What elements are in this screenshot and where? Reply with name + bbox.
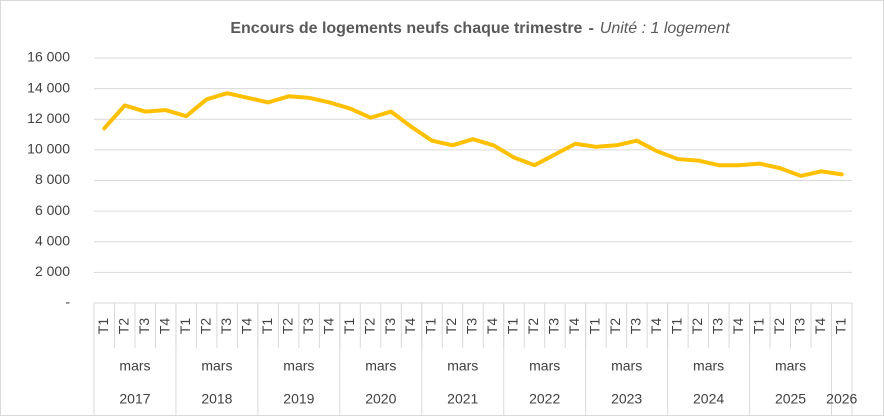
x-tick-label: T2	[361, 318, 377, 335]
x-month-label: mars	[283, 358, 314, 374]
y-tick-label: -	[65, 294, 70, 310]
x-tick-label: T1	[341, 318, 357, 335]
x-tick-label: T4	[402, 318, 418, 335]
x-tick-label: T4	[566, 318, 582, 335]
x-tick-label: T3	[382, 318, 398, 335]
x-tick-label: T1	[423, 318, 439, 335]
x-tick-label: T3	[628, 318, 644, 335]
x-year-label: 2017	[119, 391, 150, 407]
x-month-label: mars	[447, 358, 478, 374]
y-tick-label: 12 000	[27, 110, 70, 126]
x-tick-label: T4	[812, 318, 828, 335]
x-tick-label: T1	[751, 318, 767, 335]
x-tick-label: T3	[791, 318, 807, 335]
x-tick-label: T4	[730, 318, 746, 335]
title-separator: -	[588, 20, 593, 37]
x-year-label: 2019	[283, 391, 314, 407]
x-tick-label: T3	[546, 318, 562, 335]
x-year-label: 2026	[826, 391, 857, 407]
x-tick-label: T1	[259, 318, 275, 335]
x-tick-label: T2	[443, 318, 459, 335]
x-tick-label: T1	[832, 318, 848, 335]
x-tick-label: T3	[464, 318, 480, 335]
x-tick-label: T3	[218, 318, 234, 335]
x-month-label: mars	[775, 358, 806, 374]
x-year-label: 2022	[529, 391, 560, 407]
x-year-label: 2021	[447, 391, 478, 407]
y-tick-label: 14 000	[27, 79, 70, 95]
x-tick-label: T1	[669, 318, 685, 335]
chart-title: Encours de logements neufs chaque trimes…	[230, 20, 582, 37]
y-tick-label: 16 000	[27, 49, 70, 65]
x-tick-label: T3	[136, 318, 152, 335]
y-tick-label: 8 000	[35, 171, 70, 187]
y-tick-label: 2 000	[35, 263, 70, 279]
x-tick-label: T2	[115, 318, 131, 335]
x-year-label: 2024	[693, 391, 724, 407]
y-tick-label: 10 000	[27, 141, 70, 157]
line-series	[102, 91, 844, 178]
x-year-label: 2018	[201, 391, 232, 407]
x-tick-label: T1	[505, 318, 521, 335]
y-tick-label: 4 000	[35, 232, 70, 248]
x-tick-label: T4	[648, 318, 664, 335]
x-month-label: mars	[365, 358, 396, 374]
x-month-label: mars	[611, 358, 642, 374]
y-tick-label: 6 000	[35, 202, 70, 218]
x-tick-label: T2	[771, 318, 787, 335]
x-tick-label: T3	[710, 318, 726, 335]
x-year-label: 2023	[611, 391, 642, 407]
x-month-label: mars	[201, 358, 232, 374]
x-month-label: mars	[119, 358, 150, 374]
x-year-label: 2020	[365, 391, 396, 407]
chart-title-group: Encours de logements neufs chaque trimes…	[230, 20, 730, 37]
x-month-label: mars	[529, 358, 560, 374]
x-month-label: mars	[693, 358, 724, 374]
x-tick-label: T4	[238, 318, 254, 335]
x-tick-label: T2	[607, 318, 623, 335]
x-tick-label: T2	[689, 318, 705, 335]
x-tick-label: T2	[197, 318, 213, 335]
x-tick-label: T3	[300, 318, 316, 335]
x-tick-label: T4	[320, 318, 336, 335]
x-tick-label: T2	[279, 318, 295, 335]
x-tick-label: T1	[587, 318, 603, 335]
x-tick-label: T1	[177, 318, 193, 335]
x-tick-label: T4	[156, 318, 172, 335]
chart-subtitle: Unité : 1 logement	[600, 20, 730, 37]
x-tick-label: T1	[95, 318, 111, 335]
x-year-label: 2025	[775, 391, 806, 407]
x-tick-label: T2	[525, 318, 541, 335]
x-tick-label: T4	[484, 318, 500, 335]
